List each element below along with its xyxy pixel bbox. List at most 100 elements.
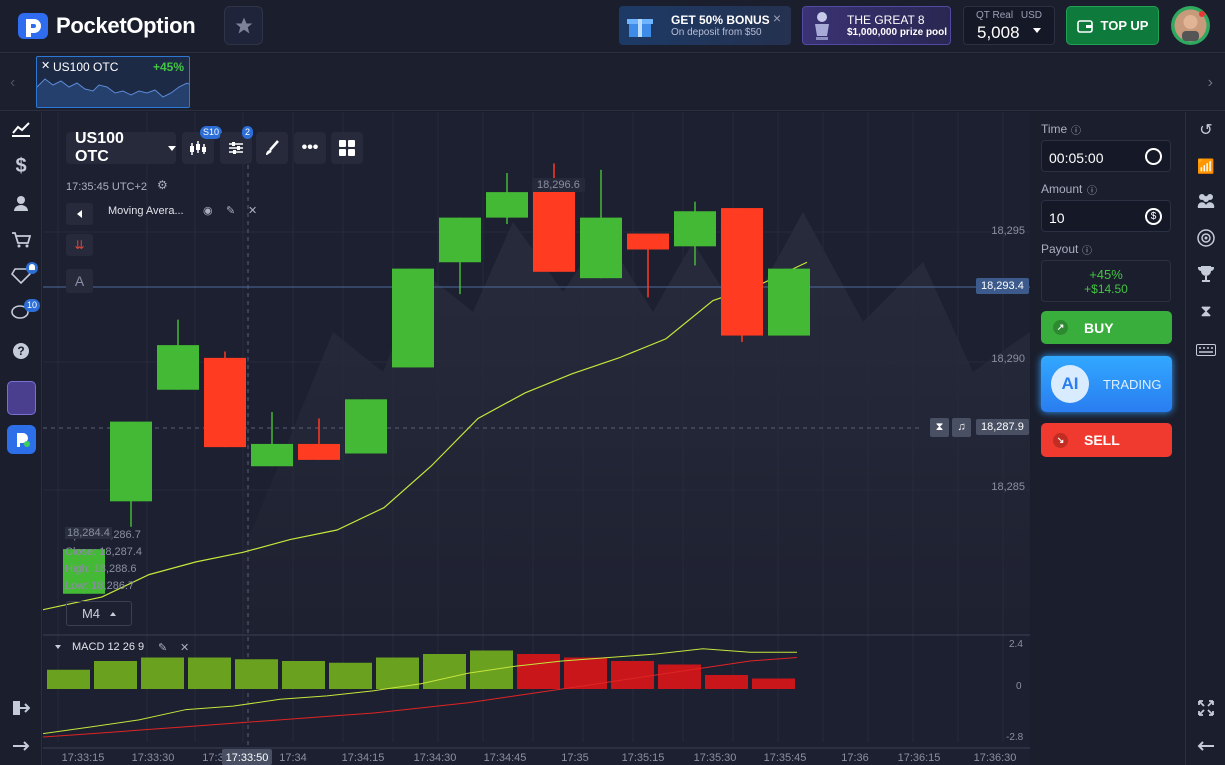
ohlc-close: Close: 18,287.4 <box>65 546 143 558</box>
candle-body <box>392 268 434 368</box>
candle-body <box>63 549 105 594</box>
history-icon[interactable]: ↺ <box>1199 122 1213 139</box>
promo-subtitle: $1,000,000 prize pool <box>847 27 948 38</box>
sliders-icon <box>229 142 243 154</box>
dollar-circle-icon[interactable]: $ <box>1145 208 1162 225</box>
payout-amount: +$14.50 <box>1084 282 1128 296</box>
svg-text:?: ? <box>17 344 24 358</box>
candles-icon <box>190 141 206 155</box>
ai-trading-button[interactable]: AI TRADING <box>1041 356 1172 412</box>
top-up-button[interactable]: TOP UP <box>1066 6 1159 45</box>
arrow-right-icon[interactable] <box>0 732 42 760</box>
trade-price-label: 18,287.9 <box>976 419 1029 435</box>
ai-bot-avatar[interactable] <box>7 381 36 415</box>
close-icon[interactable]: ✕ <box>41 60 51 72</box>
layout-button[interactable] <box>331 132 363 164</box>
help-icon[interactable]: ⓘ <box>1082 246 1092 257</box>
caret-down-icon[interactable] <box>55 645 61 649</box>
users-icon[interactable] <box>1186 186 1225 214</box>
target-icon[interactable] <box>1186 224 1225 252</box>
account-selector[interactable]: QT Real USD 5,008 <box>963 6 1055 45</box>
asset-tab-us100[interactable]: ✕ US100 OTC +45% <box>36 56 190 108</box>
x-tick-label: 17:34 <box>279 752 307 764</box>
sell-button[interactable]: ↘ SELL <box>1041 423 1172 457</box>
candle-body <box>298 443 340 460</box>
close-icon[interactable]: ✕ <box>180 642 190 654</box>
moving-average-line <box>43 261 808 611</box>
clock-icon[interactable] <box>1145 148 1162 165</box>
indicators-button[interactable]: 2 <box>220 126 254 164</box>
x-tick-label: 17:35:30 <box>694 752 737 764</box>
hourglass-icon[interactable]: ⧗ <box>930 418 949 437</box>
great8-promo-banner[interactable]: THE GREAT 8 $1,000,000 prize pool <box>802 6 951 45</box>
price-chart[interactable]: 18,295 18,290 18,285 17:33:15 17:33:30 17:3 17… <box>43 112 1030 765</box>
chart-type-button[interactable]: S10 <box>182 126 223 164</box>
pocket-app-icon[interactable] <box>7 425 36 454</box>
close-icon[interactable]: ✕ <box>248 205 258 217</box>
dollar-icon[interactable]: $ <box>15 154 27 177</box>
candles-layer <box>63 163 810 594</box>
candle-body <box>110 421 152 502</box>
arrow-left-icon[interactable] <box>1186 732 1225 760</box>
macd-histogram-bar <box>141 657 184 689</box>
bell-icon[interactable]: ♫ <box>952 418 971 437</box>
x-tick-label: 17:35:45 <box>764 752 807 764</box>
time-input[interactable]: 00:05:00 <box>1041 140 1171 172</box>
chevron-left-icon[interactable]: ‹ <box>10 74 16 91</box>
favorites-button[interactable] <box>224 6 263 45</box>
pencil-icon[interactable]: ✎ <box>226 205 236 217</box>
crosshair-time-label: 17:33:50 <box>226 752 269 764</box>
bonus-promo-banner[interactable]: GET 50% BONUS On deposit from $50 × <box>619 6 791 45</box>
help-icon[interactable]: ⓘ <box>1071 126 1081 137</box>
amount-input[interactable]: 10 $ <box>1041 200 1171 232</box>
gear-icon[interactable]: ⚙ <box>157 178 168 192</box>
chat-icon[interactable]: 10 <box>0 299 42 327</box>
gift-box-icon <box>619 6 661 45</box>
user-icon[interactable] <box>0 189 42 217</box>
text-tool-button[interactable]: A <box>66 269 93 293</box>
x-tick-label: 17:33:30 <box>132 752 175 764</box>
help-icon[interactable]: ? <box>0 337 42 365</box>
logout-icon[interactable] <box>0 694 42 722</box>
candle-body <box>157 345 199 390</box>
drawing-tools-button[interactable] <box>256 132 288 164</box>
timeframe-selector[interactable]: M4 <box>66 601 132 626</box>
trophy-icon[interactable] <box>1186 260 1225 288</box>
top-up-label: TOP UP <box>1100 18 1149 33</box>
indicator-collapse-button[interactable] <box>66 203 93 225</box>
x-tick-label: 17:33:15 <box>62 752 105 764</box>
ai-trading-label: TRADING <box>1103 376 1162 392</box>
keyboard-icon[interactable] <box>1186 336 1225 364</box>
help-icon[interactable]: ⓘ <box>1087 186 1097 197</box>
trophy-figure-icon <box>803 7 841 44</box>
grid-layout-icon <box>339 140 355 156</box>
mountain-background <box>243 212 1030 632</box>
macd-histogram-bar <box>235 659 278 689</box>
buy-button[interactable]: ↗ BUY <box>1041 311 1172 344</box>
pencil-icon[interactable]: ✎ <box>158 642 168 654</box>
candle-body <box>251 443 293 467</box>
payout-percent: +45% <box>1089 267 1123 282</box>
user-avatar[interactable] <box>1171 6 1210 45</box>
expand-icon[interactable] <box>1186 694 1225 722</box>
diamond-icon[interactable] <box>0 262 42 290</box>
close-icon[interactable]: × <box>772 10 781 26</box>
x-tick-label: 17:3 <box>202 752 223 764</box>
candle-body <box>345 399 387 454</box>
x-tick-label: 17:34:15 <box>342 752 385 764</box>
brand-logo[interactable]: PocketOption <box>16 11 196 41</box>
promo-title: THE GREAT 8 <box>847 13 925 27</box>
hourglass-icon[interactable]: ⧗ <box>1200 303 1212 320</box>
cart-icon[interactable] <box>0 226 42 254</box>
brand-name: PocketOption <box>56 13 196 38</box>
eye-icon[interactable]: ◉ <box>203 205 213 217</box>
chart-nav-icon[interactable] <box>0 115 42 143</box>
macd-histogram-bar <box>658 664 701 689</box>
more-button[interactable]: ••• <box>294 132 326 164</box>
macd-histogram-bar <box>94 661 137 689</box>
chevron-right-icon[interactable]: › <box>1207 74 1213 91</box>
asset-selector[interactable]: US100 OTC <box>66 130 176 165</box>
sort-arrows-button[interactable]: ⇊ <box>66 234 93 256</box>
signal-icon[interactable]: 📶 <box>1197 157 1215 174</box>
